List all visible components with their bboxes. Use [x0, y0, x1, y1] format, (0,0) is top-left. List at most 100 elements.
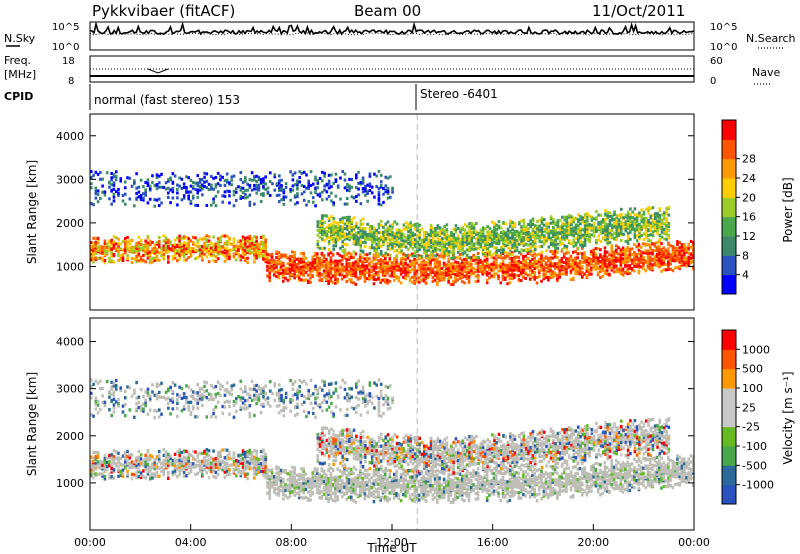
- power-cell: [595, 216, 598, 220]
- power-cell: [526, 256, 530, 260]
- power-cell: [90, 201, 93, 206]
- power-cell: [216, 171, 220, 175]
- power-cell: [543, 242, 546, 246]
- power-cell: [642, 242, 645, 246]
- power-cell: [321, 226, 324, 230]
- power-cell: [665, 227, 668, 231]
- power-cell: [411, 233, 415, 237]
- power-cell: [527, 247, 530, 251]
- power-cell: [144, 193, 147, 197]
- power-cell: [316, 179, 320, 183]
- power-cell: [629, 228, 632, 232]
- power-cell: [348, 230, 351, 234]
- power-cell: [368, 172, 372, 176]
- power-cell: [549, 239, 553, 243]
- power-cell: [463, 235, 467, 239]
- power-cell: [499, 256, 503, 260]
- power-cell: [503, 265, 507, 269]
- power-cell: [660, 258, 663, 262]
- power-cell: [332, 220, 335, 224]
- power-cell: [517, 266, 521, 270]
- power-cell: [230, 248, 234, 252]
- velocity-cell: [241, 461, 245, 466]
- power-cell: [153, 183, 157, 187]
- power-cell: [522, 231, 526, 235]
- velocity-cell: [223, 466, 227, 470]
- power-cell: [370, 232, 374, 236]
- power-cell: [484, 246, 487, 250]
- power-cell: [465, 265, 469, 269]
- power-cell: [330, 215, 333, 219]
- power-cell: [543, 238, 546, 242]
- power-cell: [359, 219, 363, 223]
- power-cell: [438, 272, 441, 276]
- velocity-cell: [196, 471, 200, 476]
- power-cell: [610, 228, 614, 232]
- power-cell: [470, 256, 473, 260]
- power-cell: [601, 255, 604, 259]
- power-cell: [597, 228, 600, 232]
- power-cell: [586, 224, 589, 228]
- power-cell: [531, 219, 535, 223]
- power-cell: [567, 241, 571, 245]
- power-cell: [368, 273, 371, 277]
- power-cell: [373, 234, 376, 238]
- power-cell: [348, 226, 351, 230]
- power-cell: [325, 257, 328, 261]
- power-cell: [388, 233, 392, 237]
- power-cell: [563, 215, 566, 219]
- velocity-cell: [137, 459, 141, 464]
- power-cell: [610, 225, 614, 229]
- power-cell: [682, 253, 686, 257]
- power-cell: [321, 170, 324, 174]
- power-cell: [297, 265, 301, 269]
- power-cell: [255, 235, 258, 239]
- power-cell: [244, 256, 247, 260]
- power-cell: [137, 241, 141, 245]
- power-cell: [635, 234, 639, 238]
- power-cell: [447, 274, 450, 278]
- power-cell: [536, 224, 539, 228]
- power-cell: [658, 244, 661, 248]
- power-cell: [329, 259, 333, 263]
- power-cell: [388, 224, 392, 228]
- power-cell: [279, 268, 283, 272]
- power-cell: [443, 232, 446, 236]
- power-cell: [268, 272, 272, 276]
- power-cell: [592, 227, 596, 231]
- power-cell: [293, 256, 296, 260]
- power-cell: [533, 270, 537, 274]
- power-cell: [212, 253, 215, 257]
- power-cell: [189, 239, 193, 243]
- power-cell: [321, 190, 324, 194]
- power-cell: [311, 263, 315, 268]
- power-cell: [497, 274, 500, 278]
- power-cell: [142, 258, 145, 262]
- power-cell: [219, 184, 222, 188]
- power-cell: [528, 259, 532, 263]
- velocity-cell: [246, 466, 249, 470]
- power-cell: [391, 190, 394, 194]
- power-cell: [135, 241, 138, 245]
- power-cell: [257, 251, 261, 255]
- power-cell: [581, 246, 584, 250]
- power-cell: [493, 225, 496, 229]
- power-cell: [203, 245, 206, 249]
- power-cell: [633, 221, 637, 225]
- velocity-cell: [112, 468, 116, 472]
- power-cell: [139, 196, 143, 200]
- power-cell: [173, 242, 177, 246]
- power-cell: [255, 250, 258, 255]
- power-cell: [594, 257, 598, 261]
- nsearch-label: N.Search: [746, 32, 796, 45]
- power-cell: [563, 238, 566, 242]
- power-cell: [667, 233, 671, 237]
- power-cell: [248, 200, 252, 204]
- power-cell: [449, 271, 453, 275]
- power-cell: [96, 200, 100, 204]
- power-cell: [167, 186, 170, 190]
- power-cell: [237, 248, 240, 252]
- power-cell: [586, 237, 589, 241]
- power-cell: [678, 256, 681, 260]
